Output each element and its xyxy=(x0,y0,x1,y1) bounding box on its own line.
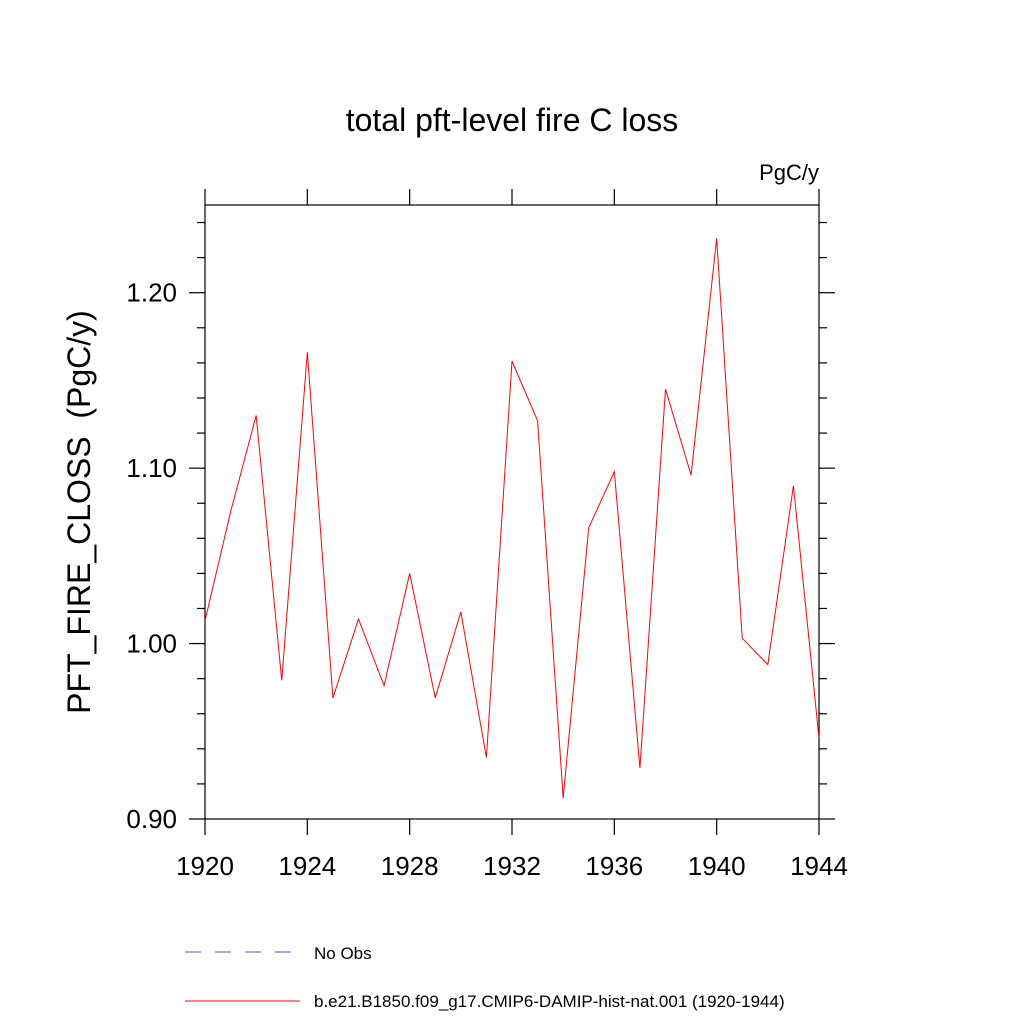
y-tick-label: 1.20 xyxy=(126,278,177,308)
legend-label-model: b.e21.B1850.f09_g17.CMIP6-DAMIP-hist-nat… xyxy=(314,992,785,1011)
series-layer xyxy=(204,238,820,798)
x-tick-label: 1936 xyxy=(585,851,643,881)
x-tick-label: 1932 xyxy=(483,851,541,881)
y-tick-label: 1.00 xyxy=(126,629,177,659)
x-tick-label: 1924 xyxy=(278,851,336,881)
plot-frame xyxy=(204,204,820,820)
x-tick-label: 1940 xyxy=(688,851,746,881)
x-tick-label: 1928 xyxy=(381,851,439,881)
x-tick-label: 1944 xyxy=(790,851,848,881)
y-tick-label: 0.90 xyxy=(126,804,177,834)
legend: No Obs b.e21.B1850.f09_g17.CMIP6-DAMIP-h… xyxy=(185,944,785,1011)
tick-labels: 1920 1924 1928 1932 1936 1940 1944 0.90 1.00 1.10… xyxy=(126,278,848,881)
axis-ticks xyxy=(189,189,835,835)
y-axis-label: PFT_FIRE_CLOSS (PgC/y) xyxy=(61,310,97,714)
units-label: PgC/y xyxy=(759,160,819,185)
series-line xyxy=(204,238,820,798)
y-tick-label: 1.10 xyxy=(126,453,177,483)
chart-title: total pft-level fire C loss xyxy=(346,102,679,138)
legend-label-no-obs: No Obs xyxy=(314,944,372,963)
x-tick-label: 1920 xyxy=(176,851,234,881)
